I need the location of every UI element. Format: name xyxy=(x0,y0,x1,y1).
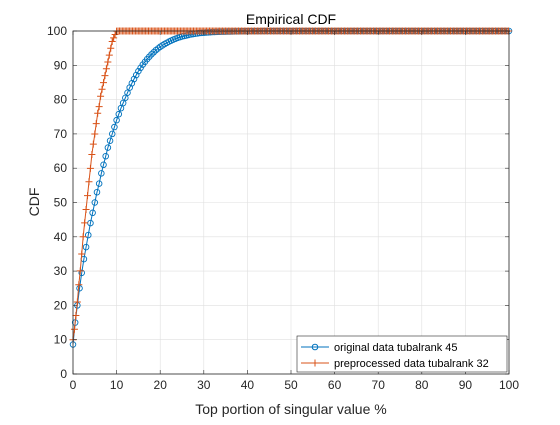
data-point-plus xyxy=(88,151,96,159)
y-tick-label: 40 xyxy=(54,230,68,244)
data-point-circle xyxy=(78,269,85,277)
data-point-circle xyxy=(108,130,116,138)
legend-marker-preprocessed xyxy=(311,359,319,367)
data-point-circle xyxy=(82,243,90,251)
data-point-plus xyxy=(78,250,86,258)
data-point-plus xyxy=(85,178,93,186)
data-point-plus xyxy=(82,205,90,213)
data-point-circle xyxy=(113,116,120,124)
data-point-plus xyxy=(73,298,81,306)
data-point-plus xyxy=(76,267,84,275)
data-point-plus xyxy=(91,130,99,138)
data-point-plus xyxy=(79,233,87,241)
data-point-circle xyxy=(135,67,142,75)
y-tick-label: 10 xyxy=(54,333,68,347)
legend-box xyxy=(296,335,508,373)
y-tick-label: 30 xyxy=(54,264,68,278)
data-point-plus xyxy=(102,65,110,73)
x-tick-label: 100 xyxy=(499,378,519,392)
data-point-plus xyxy=(97,92,105,100)
data-point-plus xyxy=(95,103,103,111)
data-point-plus xyxy=(105,51,113,59)
legend-label-original: original data tubalrank 45 xyxy=(334,342,458,354)
data-point-circle xyxy=(89,209,96,217)
x-tick-label: 70 xyxy=(372,378,386,392)
legend: original data tubalrank 45 preprocessed … xyxy=(296,335,508,373)
data-point-plus xyxy=(99,79,107,87)
x-tick-labels: 0 10 20 30 40 50 60 70 80 90 100 xyxy=(70,378,520,392)
data-point-circle xyxy=(148,51,155,58)
data-point-plus xyxy=(81,219,89,227)
data-point-plus xyxy=(84,192,92,200)
legend-marker-original xyxy=(311,343,319,351)
y-axis-label: CDF xyxy=(26,188,42,217)
data-point-plus xyxy=(94,109,102,117)
y-tick-label: 20 xyxy=(54,298,68,312)
y-tick-label: 80 xyxy=(54,93,68,107)
x-tick-label: 10 xyxy=(110,378,124,392)
x-tick-label: 50 xyxy=(284,378,298,392)
x-tick-label: 20 xyxy=(154,378,168,392)
y-tick-labels: 0 10 20 30 40 50 60 70 80 90 100 xyxy=(47,24,67,381)
x-tick-label: 0 xyxy=(70,378,77,392)
y-tick-label: 0 xyxy=(60,367,67,381)
data-point-plus xyxy=(89,140,97,148)
data-point-circle xyxy=(85,231,92,239)
y-tick-label: 90 xyxy=(54,58,68,72)
y-tick-label: 70 xyxy=(54,127,68,141)
data-point-circle xyxy=(93,188,101,196)
x-tick-label: 80 xyxy=(415,378,429,392)
data-point-circle xyxy=(150,49,157,56)
data-point-circle xyxy=(115,110,123,118)
data-point-plus xyxy=(86,164,94,172)
data-point-circle xyxy=(100,161,107,169)
data-point-circle xyxy=(106,137,114,145)
data-point-circle xyxy=(102,152,109,160)
data-point-plus xyxy=(107,44,115,52)
data-point-circle xyxy=(137,64,144,72)
data-point-plus xyxy=(111,30,119,38)
x-tick-label: 40 xyxy=(241,378,255,392)
data-point-plus xyxy=(98,85,106,93)
data-point-plus xyxy=(70,325,78,333)
y-tick-label: 60 xyxy=(54,161,68,175)
legend-label-preprocessed: preprocessed data tubalrank 32 xyxy=(334,358,489,370)
y-tick-label: 100 xyxy=(47,24,67,38)
y-tick-label: 50 xyxy=(54,196,68,210)
data-point-circle xyxy=(104,144,112,151)
x-tick-label: 90 xyxy=(459,378,473,392)
chart-title: Empirical CDF xyxy=(246,11,336,27)
data-point-plus xyxy=(104,58,112,66)
data-point-plus xyxy=(101,72,109,80)
data-point-circle xyxy=(111,123,118,131)
data-point-circle xyxy=(76,285,83,292)
data-point-circle xyxy=(91,199,99,206)
data-point-plus xyxy=(110,34,118,42)
x-axis-label: Top portion of singular value % xyxy=(195,401,386,417)
data-point-circle xyxy=(154,45,162,52)
data-point-circle xyxy=(95,180,103,187)
data-point-plus xyxy=(92,120,100,128)
data-point-plus xyxy=(75,281,83,289)
data-point-plus xyxy=(72,311,80,319)
data-point-plus xyxy=(108,37,116,45)
data-point-circle xyxy=(98,170,105,177)
data-point-circle xyxy=(152,46,160,54)
x-tick-label: 60 xyxy=(328,378,342,392)
x-tick-label: 30 xyxy=(197,378,211,392)
